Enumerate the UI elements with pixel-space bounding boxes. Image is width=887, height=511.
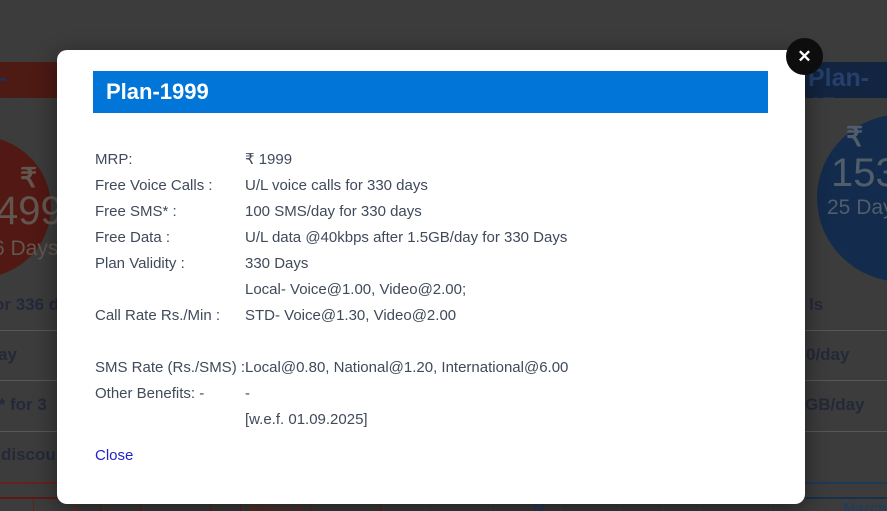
left-card-row: ** for 3 — [0, 395, 47, 414]
left-plan-price: 499 — [0, 189, 63, 233]
row-divider — [0, 380, 57, 381]
table-border — [33, 499, 34, 511]
bottom-table-text: f — [73, 500, 78, 511]
right-card-accent-line — [805, 482, 887, 484]
right-plan-title: Plan-15 — [808, 64, 870, 98]
table-border — [490, 499, 491, 511]
table-border — [380, 499, 381, 511]
left-card-bottom-line — [0, 497, 57, 499]
left-plan-card-header: an-1499 — [0, 62, 57, 98]
row-divider — [805, 380, 887, 381]
detail-label: Plan Validity : — [95, 254, 185, 272]
close-icon: ✕ — [797, 47, 812, 66]
table-row: Free SMS* : 100 SMS/day for 330 days — [95, 198, 785, 224]
bottom-table-text: March f — [843, 500, 887, 511]
row-divider — [805, 431, 887, 432]
row-divider — [0, 330, 57, 331]
table-border — [140, 499, 141, 511]
detail-value: STD- Voice@1.30, Video@2.00 — [245, 306, 457, 324]
detail-value: U/L data @40kbps after 1.5GB/day for 330… — [245, 228, 568, 246]
table-border — [700, 499, 701, 511]
table-row — [95, 328, 785, 354]
table-border — [663, 499, 664, 511]
detail-value: ₹ 1999 — [245, 151, 293, 168]
detail-value: 100 SMS/day for 330 days — [245, 202, 422, 220]
left-plan-title: an-1499 — [0, 64, 26, 98]
plan-details-modal: ✕ Plan-1999 MRP: ₹ 1999 Free Voice Calls… — [57, 38, 823, 504]
table-border — [100, 499, 101, 511]
table-row: MRP: ₹ 1999 — [95, 146, 785, 172]
bottom-table-text: March f — [248, 500, 302, 511]
table-border — [560, 499, 561, 511]
table-row: Free Data : U/L data @40kbps after 1.5GB… — [95, 224, 785, 250]
close-button[interactable]: ✕ — [786, 38, 823, 75]
modal-title-bar: Plan-1999 — [93, 71, 768, 113]
detail-value: - — [245, 384, 250, 402]
right-card-row: GB/day — [805, 395, 865, 414]
detail-value: U/L voice calls for 330 days — [245, 176, 428, 194]
detail-value: Local@0.80, National@1.20, International… — [245, 358, 569, 376]
row-divider — [0, 431, 57, 432]
rupee-icon: ₹ — [846, 122, 864, 152]
plan-details-table: MRP: ₹ 1999 Free Voice Calls : U/L voice… — [95, 146, 785, 465]
right-plan-price: 153 — [831, 151, 887, 195]
table-border — [310, 499, 311, 511]
table-border — [620, 499, 621, 511]
right-card-row: ls — [809, 295, 824, 314]
table-row: Other Benefits: - - — [95, 380, 785, 406]
table-row: SMS Rate (Rs./SMS) : Local@0.80, Nationa… — [95, 354, 785, 380]
left-card-row: or 336 d — [0, 295, 60, 314]
right-plan-validity: 25 Days — [827, 196, 887, 219]
table-border — [845, 499, 846, 511]
table-row: Plan Validity : 330 Days — [95, 250, 785, 276]
detail-label: Free Voice Calls : — [95, 176, 213, 194]
right-card-bottom-line — [805, 497, 887, 499]
detail-value: 330 Days — [245, 254, 309, 272]
detail-label: Call Rate Rs./Min : — [95, 306, 221, 324]
left-plan-validity: 6 Days — [0, 237, 59, 260]
modal-title: Plan-1999 — [106, 79, 209, 104]
left-card-row: discou — [1, 445, 56, 464]
table-border — [770, 499, 771, 511]
bottom-table-text: M — [533, 500, 546, 511]
detail-label: Free SMS* : — [95, 202, 177, 220]
table-row: Local- Voice@1.00, Video@2.00; — [95, 276, 785, 302]
detail-label: Free Data : — [95, 228, 171, 246]
detail-value: [w.e.f. 01.09.2025] — [245, 410, 368, 428]
detail-label: MRP: — [95, 150, 133, 168]
table-border — [240, 499, 241, 511]
table-row: Free Voice Calls : U/L voice calls for 3… — [95, 172, 785, 198]
left-card-row: ay — [0, 345, 17, 364]
detail-label: SMS Rate (Rs./SMS) : — [95, 358, 246, 376]
right-card-row: 0/day — [806, 345, 850, 364]
detail-value: Local- Voice@1.00, Video@2.00; — [245, 280, 467, 298]
table-border — [425, 499, 426, 511]
left-card-accent-line — [0, 482, 57, 484]
close-link[interactable]: Close — [95, 447, 134, 464]
table-row: [w.e.f. 01.09.2025] — [95, 406, 785, 432]
table-row: Call Rate Rs./Min : STD- Voice@1.30, Vid… — [95, 302, 785, 328]
rupee-icon: ₹ — [20, 163, 38, 193]
row-divider — [805, 330, 887, 331]
detail-label: Other Benefits: - — [95, 384, 205, 402]
table-border — [210, 499, 211, 511]
